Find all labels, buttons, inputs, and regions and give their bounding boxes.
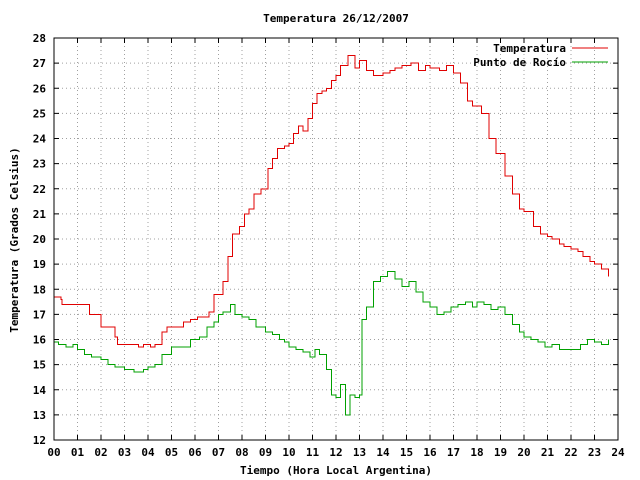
x-tick-label: 07 bbox=[212, 446, 225, 459]
legend-label-temperatura: Temperatura bbox=[493, 42, 566, 55]
x-tick-label: 18 bbox=[470, 446, 483, 459]
y-tick-label: 20 bbox=[33, 233, 46, 246]
x-tick-label: 22 bbox=[564, 446, 577, 459]
x-tick-label: 24 bbox=[611, 446, 625, 459]
x-tick-label: 09 bbox=[259, 446, 272, 459]
y-tick-label: 18 bbox=[33, 283, 46, 296]
x-tick-label: 17 bbox=[447, 446, 460, 459]
x-tick-label: 13 bbox=[353, 446, 366, 459]
y-tick-label: 16 bbox=[33, 334, 47, 347]
series-line-temperatura bbox=[54, 55, 610, 348]
y-tick-label: 13 bbox=[33, 409, 46, 422]
x-tick-label: 06 bbox=[188, 446, 202, 459]
y-tick-label: 27 bbox=[33, 57, 46, 70]
x-tick-label: 01 bbox=[71, 446, 85, 459]
y-tick-label: 25 bbox=[33, 107, 46, 120]
plot-frame bbox=[53, 37, 619, 441]
x-tick-label: 11 bbox=[306, 446, 320, 459]
x-tick-label: 03 bbox=[118, 446, 131, 459]
x-tick-label: 23 bbox=[588, 446, 601, 459]
y-tick-label: 28 bbox=[33, 32, 46, 45]
y-tick-label: 21 bbox=[33, 208, 47, 221]
x-tick-label: 16 bbox=[423, 446, 437, 459]
x-tick-label: 04 bbox=[141, 446, 155, 459]
legend: Temperatura Punto de Rocío bbox=[473, 42, 608, 69]
y-tick-label: 15 bbox=[33, 359, 46, 372]
x-tick-label: 02 bbox=[94, 446, 107, 459]
axis-ticks: 00 01 02 03 04 05 06 07 08 09 10 11 12 13 14 15 16 17 18 19… bbox=[33, 32, 625, 459]
chart-title: Temperatura 26/12/2007 bbox=[263, 12, 409, 25]
y-tick-label: 14 bbox=[33, 384, 47, 397]
x-tick-label: 05 bbox=[165, 446, 178, 459]
x-tick-label: 21 bbox=[541, 446, 555, 459]
x-tick-label: 15 bbox=[400, 446, 413, 459]
x-tick-label: 00 bbox=[47, 446, 60, 459]
x-tick-label: 10 bbox=[282, 446, 295, 459]
legend-label-punto-de-rocio: Punto de Rocío bbox=[473, 56, 566, 69]
series-line-punto-de-rocio bbox=[54, 271, 610, 416]
y-tick-label: 17 bbox=[33, 308, 46, 321]
y-tick-label: 19 bbox=[33, 258, 46, 271]
y-tick-label: 24 bbox=[33, 133, 47, 146]
y-tick-label: 12 bbox=[33, 434, 46, 447]
x-axis-label: Tiempo (Hora Local Argentina) bbox=[240, 464, 432, 477]
y-axis-label: Temperatura (Grados Celsius) bbox=[8, 147, 21, 332]
x-tick-label: 20 bbox=[517, 446, 530, 459]
series-lines bbox=[54, 55, 610, 416]
y-tick-label: 23 bbox=[33, 158, 46, 171]
y-tick-label: 22 bbox=[33, 183, 46, 196]
y-tick-label: 26 bbox=[33, 82, 47, 95]
x-tick-label: 14 bbox=[376, 446, 390, 459]
x-tick-label: 08 bbox=[235, 446, 248, 459]
x-tick-label: 12 bbox=[329, 446, 342, 459]
grid bbox=[54, 38, 618, 440]
x-tick-label: 19 bbox=[494, 446, 507, 459]
